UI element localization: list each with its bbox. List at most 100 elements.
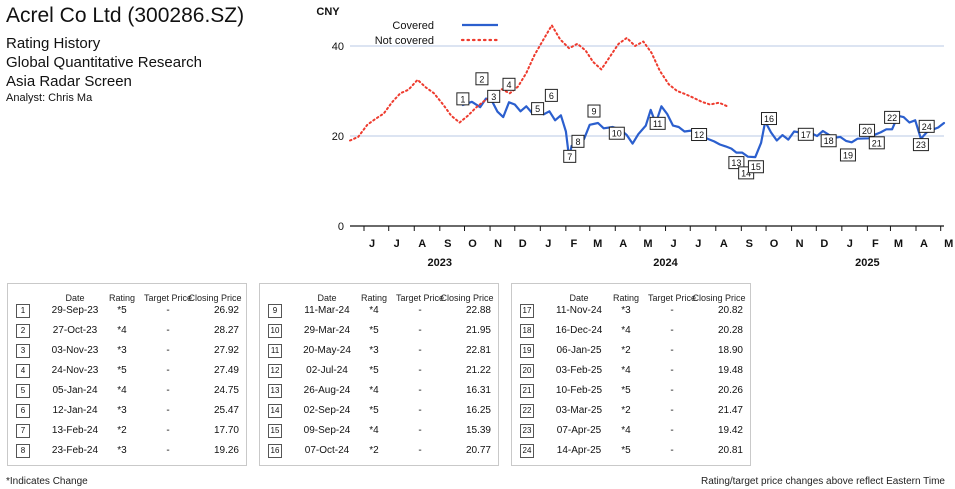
row-target-price: - (166, 325, 170, 336)
y-tick-label: 0 (338, 221, 344, 233)
table-row: 15 09-Sep-24 *4 - 15.39 (260, 424, 498, 438)
x-tick-label: S (444, 238, 451, 250)
rating-marker-label: 2 (479, 74, 484, 84)
row-target-price: - (670, 405, 674, 416)
row-target-price: - (670, 425, 674, 436)
row-date: 02-Sep-24 (303, 405, 351, 416)
row-number-badge: 6 (16, 404, 30, 418)
row-number-badge: 7 (16, 424, 30, 438)
row-date: 07-Oct-24 (304, 445, 350, 456)
rating-marker-label: 10 (612, 129, 622, 139)
rating-table-3: Date Rating Target Price Closing Price 17 11-… (511, 283, 751, 466)
row-number-badge: 21 (520, 384, 534, 398)
x-tick-label: S (746, 238, 753, 250)
row-target-price: - (418, 385, 422, 396)
row-date: 03-Nov-23 (51, 345, 99, 356)
table-row: 16 07-Oct-24 *2 - 20.77 (260, 444, 498, 458)
row-target-price: - (418, 445, 422, 456)
table-row: 1 29-Sep-23 *5 - 26.92 (8, 304, 246, 318)
row-number-badge: 19 (520, 344, 534, 358)
x-tick-label: A (920, 238, 928, 250)
rating-marker-label: 24 (922, 122, 932, 132)
row-number-badge: 9 (268, 304, 282, 318)
analyst-name: Analyst: Chris Ma (6, 92, 93, 104)
row-closing-price: 24.75 (213, 385, 239, 396)
rating-marker-label: 21 (872, 138, 882, 148)
table-row: 21 10-Feb-25 *5 - 20.26 (512, 384, 750, 398)
footnote-timezone: Rating/target price changes above reflec… (700, 476, 945, 487)
x-tick-label: O (770, 238, 779, 250)
row-target-price: - (418, 425, 422, 436)
x-tick-label: M (944, 238, 953, 250)
table-row: 14 02-Sep-24 *5 - 16.25 (260, 404, 498, 418)
row-target-price: - (670, 325, 674, 336)
x-year-label: 2023 (428, 257, 452, 269)
row-date: 06-Jan-25 (556, 345, 602, 356)
row-date: 29-Sep-23 (51, 305, 99, 316)
row-closing-price: 15.39 (465, 425, 491, 436)
row-rating: *4 (117, 385, 127, 396)
report-subtitle-2: Global Quantitative Research (6, 54, 202, 71)
row-rating: *4 (621, 325, 631, 336)
x-year-label: 2024 (653, 257, 678, 269)
row-rating: *5 (117, 365, 127, 376)
row-target-price: - (166, 425, 170, 436)
row-rating: *4 (369, 305, 379, 316)
x-tick-label: J (670, 238, 676, 250)
rating-marker-label: 16 (764, 114, 774, 124)
row-date: 03-Feb-25 (555, 365, 603, 376)
rating-marker-box (859, 123, 876, 137)
rating-marker-label: 15 (751, 162, 761, 172)
table-row: 10 29-Mar-24 *5 - 21.95 (260, 324, 498, 338)
row-closing-price: 18.90 (717, 345, 743, 356)
row-target-price: - (166, 345, 170, 356)
row-target-price: - (166, 365, 170, 376)
row-target-price: - (418, 365, 422, 376)
row-number-badge: 10 (268, 324, 282, 338)
row-number-badge: 4 (16, 364, 30, 378)
row-number-badge: 18 (520, 324, 534, 338)
header-target-price: Target Price (395, 293, 445, 303)
rating-marker-label: 19 (843, 150, 853, 160)
row-target-price: - (418, 305, 422, 316)
row-date: 02-Jul-24 (306, 365, 348, 376)
header-date: Date (65, 293, 85, 303)
x-tick-label: N (796, 238, 804, 250)
x-tick-label: J (545, 238, 551, 250)
rating-marker-box (475, 72, 489, 86)
row-closing-price: 22.88 (465, 305, 491, 316)
row-closing-price: 16.25 (465, 405, 491, 416)
row-date: 11-Mar-24 (304, 305, 350, 316)
table-row: 22 03-Mar-25 *2 - 21.47 (512, 404, 750, 418)
row-number-badge: 23 (520, 424, 534, 438)
row-target-price: - (670, 305, 674, 316)
legend-label: Not covered (375, 35, 434, 47)
row-closing-price: 19.42 (717, 425, 743, 436)
row-rating: *4 (369, 425, 379, 436)
row-number-badge: 5 (16, 384, 30, 398)
rating-marker-box (587, 104, 601, 118)
x-tick-label: A (418, 238, 426, 250)
row-closing-price: 21.95 (465, 325, 491, 336)
row-rating: *3 (621, 305, 631, 316)
row-closing-price: 26.92 (213, 305, 239, 316)
row-closing-price: 20.81 (717, 445, 743, 456)
header-rating: Rating (612, 293, 639, 303)
rating-marker-label: 5 (535, 104, 540, 114)
row-number-badge: 14 (268, 404, 282, 418)
row-rating: *5 (621, 445, 631, 456)
row-number-badge: 15 (268, 424, 282, 438)
x-tick-label: D (820, 238, 828, 250)
x-tick-label: A (720, 238, 728, 250)
rating-marker-box (649, 116, 666, 130)
row-date: 26-Aug-24 (303, 385, 351, 396)
row-target-price: - (670, 365, 674, 376)
rating-marker-label: 23 (916, 140, 926, 150)
table-row: 11 20-May-24 *3 - 22.81 (260, 344, 498, 358)
header-rating: Rating (360, 293, 387, 303)
rating-marker-box (531, 102, 545, 116)
row-target-price: - (166, 405, 170, 416)
row-number-badge: 17 (520, 304, 534, 318)
rating-marker-label: 14 (741, 168, 751, 178)
rating-marker-box (884, 110, 901, 124)
